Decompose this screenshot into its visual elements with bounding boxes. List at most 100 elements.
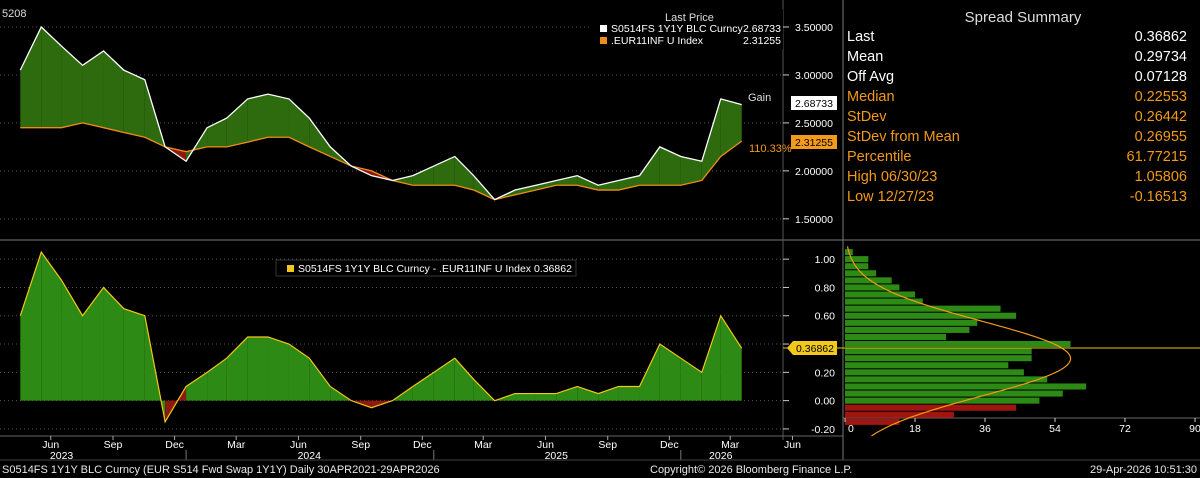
histogram-bar: [845, 418, 900, 425]
spread-fill-segment: [680, 156, 702, 186]
histogram-tick-label: 18: [909, 423, 921, 435]
spread-summary-row: High 06/30/23 1.05806: [846, 169, 1187, 189]
spread-fill-segment: [247, 94, 268, 143]
spread-summary-value: 0.29734: [1134, 49, 1187, 65]
x-month-label: Jun: [42, 439, 59, 451]
bottom-tick-label: 0.80: [815, 282, 836, 294]
spread-area-segment: [103, 287, 124, 401]
spread-summary-label: Percentile: [847, 149, 912, 165]
histogram-bar: [845, 369, 1024, 376]
spread-summary-value: 1.05806: [1134, 169, 1187, 185]
footer-timestamp: 29-Apr-2026 10:51:30: [1089, 464, 1197, 476]
spread-fill-segment: [412, 166, 434, 186]
spread-area-segment: [41, 252, 62, 401]
spread-summary-label: Mean: [847, 49, 884, 65]
x-month-label: Dec: [660, 439, 679, 451]
legend-series1-name: S0514FS 1Y1Y BLC Curncy: [611, 23, 743, 35]
spread-summary-value: 0.26442: [1134, 109, 1187, 125]
x-month-label: Jun: [290, 439, 307, 451]
spread-fill-segment: [556, 175, 578, 186]
spread-summary-value: 0.22553: [1134, 89, 1187, 105]
histogram-bar: [845, 397, 1040, 404]
spread-summary-row: Percentile 61.77215: [846, 149, 1187, 169]
spread-fill-segment: [598, 180, 619, 191]
spread-area-segment: [720, 315, 742, 401]
histogram-tick-label: 90: [1189, 423, 1200, 435]
histogram-bar: [845, 305, 1001, 312]
x-month-label: Jun: [537, 439, 554, 451]
x-year-label: 2023: [50, 450, 74, 462]
top-tick-label: 3.50000: [795, 22, 833, 34]
spread-area-segment: [226, 336, 248, 401]
gain-label: Gain: [748, 92, 771, 104]
histogram-bar: [845, 263, 869, 270]
spread-fill-segment: [659, 146, 681, 186]
histogram-bar: [845, 312, 1017, 319]
histogram-bar: [845, 277, 892, 284]
histogram-bar: [845, 383, 1087, 390]
spread-summary-label: StDev from Mean: [847, 129, 960, 145]
spread-area-segment: [82, 287, 104, 401]
spread-area-segment: [639, 344, 660, 401]
spread-summary-row: Off Avg 0.07128: [846, 69, 1187, 89]
x-month-label: Dec: [413, 439, 432, 451]
legend-series2-name: .EUR11INF U Index: [611, 35, 704, 47]
top-legend-title: Last Price: [665, 12, 714, 24]
spread-area-segment: [454, 358, 474, 401]
spread-fill-segment: [535, 180, 557, 191]
histogram-bar: [845, 256, 869, 263]
histogram: 0 18 36 54 72 90: [844, 246, 1200, 437]
bottom-tick-label: -0.20: [811, 424, 835, 436]
bottom-legend-swatch: [287, 265, 294, 272]
bottom-legend-text: S0514FS 1Y1Y BLC Curncy - .EUR11INF U In…: [298, 263, 572, 275]
legend-swatch-white: [600, 25, 607, 32]
spread-fill-segment: [288, 98, 310, 147]
spread-fill-segment: [61, 46, 83, 128]
spread-area-segment: [598, 386, 619, 401]
histogram-bar: [845, 355, 1032, 362]
histogram-bar: [845, 348, 1032, 355]
spread-fill-segment: [720, 98, 742, 157]
spread-summary-row: Low 12/27/23 -0.16513: [846, 189, 1187, 209]
x-month-label: Sep: [104, 439, 123, 451]
x-month-label: Jun: [784, 439, 801, 451]
x-axis: Jun Sep Dec Mar Jun Sep Dec Mar Jun Sep Dec Mar Jun2…: [42, 436, 801, 462]
series-line-s0514fs: [19, 25, 742, 201]
spread-summary-row: Last 0.36862: [846, 29, 1187, 49]
spread-summary-value: 0.26955: [1134, 129, 1187, 145]
spread-summary-value: 0.07128: [1134, 69, 1187, 85]
spread-area-segment: [659, 344, 681, 401]
spread-summary-value: 61.77215: [1126, 149, 1187, 165]
x-month-label: Sep: [351, 439, 370, 451]
histogram-tick-label: 36: [979, 423, 991, 435]
bottom-legend-box: [275, 259, 577, 277]
histogram-tick-label: 54: [1049, 423, 1061, 435]
spread-area-segment: [577, 386, 599, 401]
price-tag-white-text: 2.68733: [795, 98, 833, 110]
spread-area-segment: [247, 336, 268, 401]
spread-summary-row: Mean 0.29734: [846, 49, 1187, 69]
spread-area-segment: [515, 393, 536, 401]
spread-fill-segment: [20, 26, 42, 128]
price-lines: [19, 25, 743, 201]
spread-area-segment: [618, 386, 640, 401]
spread-fill-segment: [226, 98, 248, 147]
histogram-bar: [845, 319, 978, 326]
x-month-label: Dec: [165, 439, 184, 451]
spread-area-segment: [123, 308, 145, 401]
histogram-bar: [845, 284, 900, 291]
spread-summary-panel: Spread Summary Last 0.36862 Mean 0.29734 Off…: [846, 0, 1200, 215]
histogram-bar: [845, 376, 1048, 383]
bottom-tick-label: 1.00: [815, 254, 836, 266]
normal-curve: [846, 246, 1072, 437]
spread-fill-segment: [267, 94, 289, 138]
spread-area-segment: [412, 372, 434, 401]
spread-summary-label: Last: [847, 29, 875, 45]
spread-tag: [787, 341, 837, 355]
footer-copyright: Copyright© 2026 Bloomberg Finance L.P.: [650, 464, 853, 476]
bottom-tick-label: 0.60: [815, 311, 836, 323]
legend-swatch-orange: [600, 37, 607, 44]
histogram-tick-label: 72: [1119, 423, 1131, 435]
spread-area-segment: [61, 280, 83, 401]
spread-area-segment: [680, 358, 702, 401]
